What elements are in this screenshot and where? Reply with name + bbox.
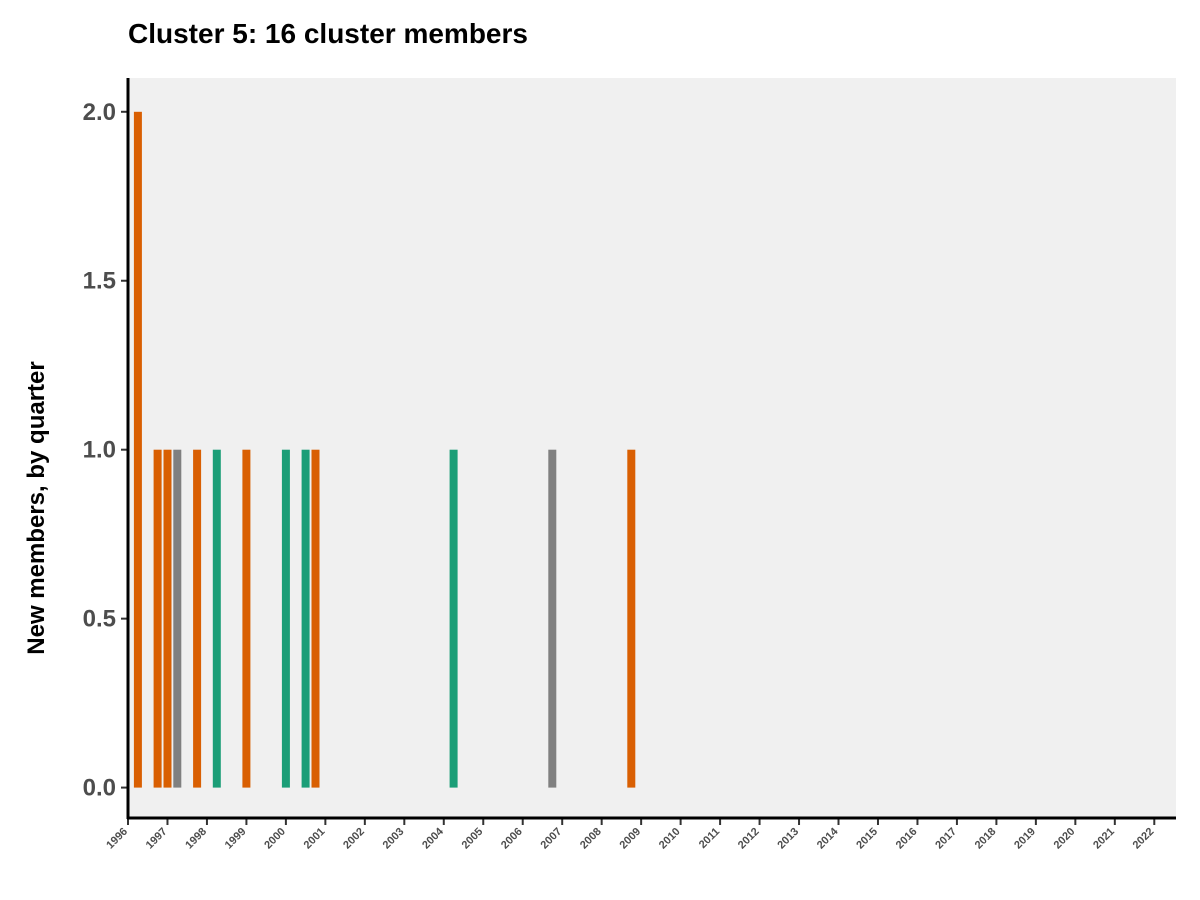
bar-9 bbox=[311, 449, 320, 788]
y-tick-label: 1.5 bbox=[83, 268, 116, 295]
x-tick-label: 2008 bbox=[578, 826, 604, 852]
bar-7 bbox=[281, 449, 290, 788]
x-tick-label: 2003 bbox=[381, 826, 407, 852]
x-tick-label: 2014 bbox=[815, 825, 841, 851]
x-tick-label: 2022 bbox=[1131, 826, 1157, 852]
bar-8 bbox=[301, 449, 310, 788]
x-tick-label: 2010 bbox=[657, 826, 683, 852]
x-tick-label: 1999 bbox=[223, 826, 249, 852]
bar-0 bbox=[133, 111, 142, 788]
y-tick-label: 1.0 bbox=[83, 437, 116, 464]
bar-2 bbox=[163, 449, 172, 788]
x-tick-label: 1996 bbox=[104, 826, 130, 852]
x-tick-label: 2002 bbox=[341, 826, 367, 852]
x-tick-label: 2007 bbox=[539, 826, 565, 852]
x-tick-label: 2009 bbox=[617, 826, 643, 852]
x-tick-label: 2000 bbox=[262, 826, 288, 852]
y-tick-label: 0.0 bbox=[83, 775, 116, 802]
x-tick-label: 2019 bbox=[1012, 826, 1038, 852]
chart-title: Cluster 5: 16 cluster members bbox=[128, 18, 528, 49]
x-tick-label: 2004 bbox=[420, 825, 446, 851]
x-tick-label: 2016 bbox=[894, 826, 920, 852]
bar-12 bbox=[627, 449, 636, 788]
x-tick-label: 2001 bbox=[302, 826, 328, 852]
bar-4 bbox=[193, 449, 202, 788]
x-tick-label: 1998 bbox=[183, 826, 209, 852]
x-tick-label: 2018 bbox=[973, 826, 999, 852]
bar-3 bbox=[173, 449, 182, 788]
x-tick-label: 1997 bbox=[144, 826, 170, 852]
y-axis-ticks: 0.0 0.5 1.0 1.5 2.0 bbox=[83, 99, 128, 802]
bar-1 bbox=[153, 449, 162, 788]
x-tick-label: 2020 bbox=[1052, 826, 1078, 852]
x-tick-label: 2005 bbox=[460, 826, 486, 852]
y-tick-label: 0.5 bbox=[83, 606, 116, 633]
bar-6 bbox=[242, 449, 251, 788]
bar-11 bbox=[548, 449, 557, 788]
x-tick-label: 2013 bbox=[775, 826, 801, 852]
x-tick-label: 2017 bbox=[933, 826, 959, 852]
x-tick-label: 2015 bbox=[854, 826, 880, 852]
y-axis-label: New members, by quarter bbox=[23, 361, 50, 654]
x-tick-label: 2011 bbox=[697, 826, 722, 851]
y-tick-label: 2.0 bbox=[83, 99, 116, 126]
bar-10 bbox=[449, 449, 458, 788]
x-tick-label: 2012 bbox=[736, 826, 762, 852]
bars-group bbox=[133, 111, 636, 788]
x-axis-ticks: 1996 1997 1998 1999 2000 2001 2002 2003 2004 2005… bbox=[104, 818, 1156, 851]
x-tick-label: 2006 bbox=[499, 826, 525, 852]
bar-5 bbox=[212, 449, 221, 788]
x-tick-label: 2021 bbox=[1091, 826, 1117, 852]
